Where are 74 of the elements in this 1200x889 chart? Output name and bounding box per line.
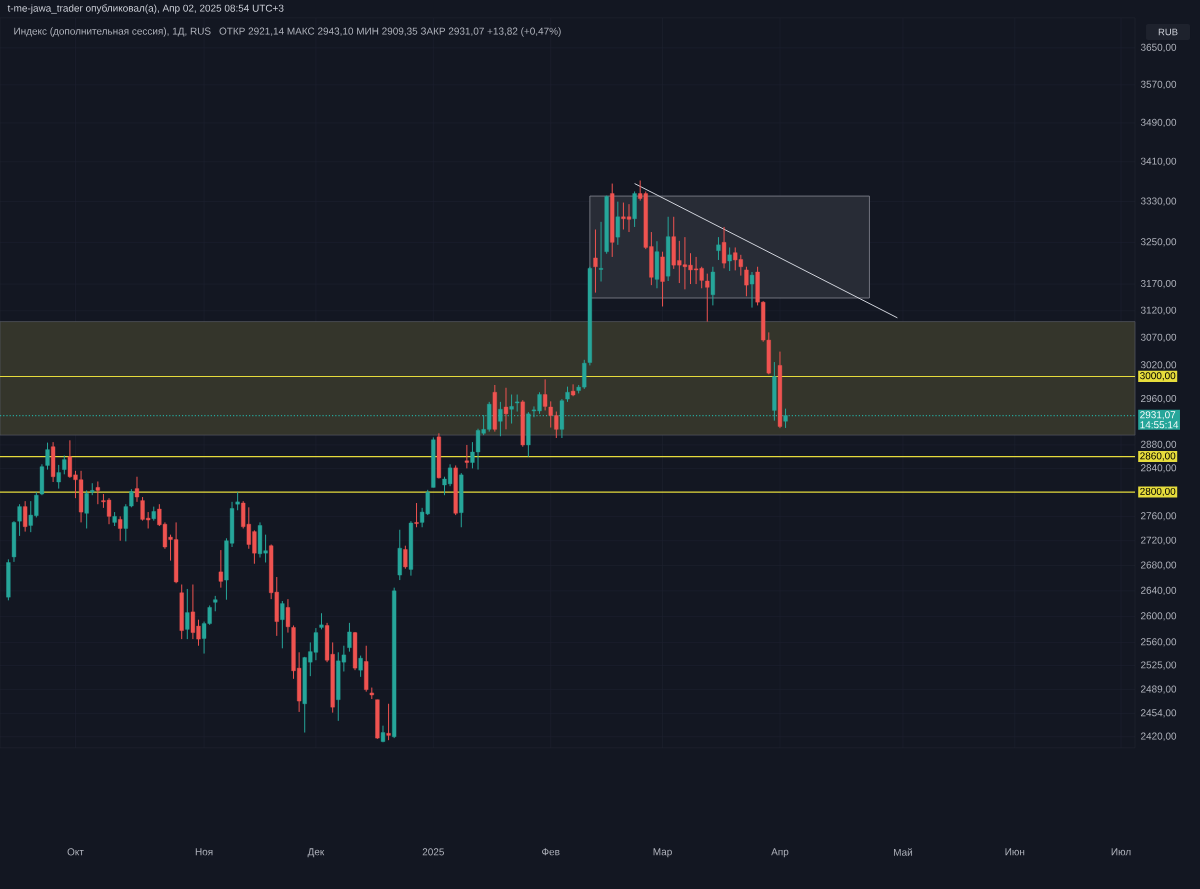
- y-tick-label: 3330,00: [1140, 197, 1177, 206]
- candlestick: [45, 442, 50, 471]
- text: Индекс (дополнительная сессия), 1Д, RUS: [14, 27, 211, 37]
- y-tick-label: 2420,00: [1141, 732, 1177, 741]
- y-tick-label: 3070,00: [1140, 333, 1177, 342]
- y-tick-label: 2600,00: [1141, 612, 1177, 621]
- ref-line-label: 3000,00: [1140, 372, 1176, 381]
- candlestick: [749, 271, 755, 309]
- candlestick: [235, 491, 240, 511]
- y-tick-label: 2640,00: [1141, 586, 1177, 595]
- candlestick: [744, 266, 749, 297]
- candlestick: [358, 655, 363, 678]
- candlestick: [218, 549, 223, 589]
- candlestick: [62, 454, 67, 475]
- x-tick-label: Фев: [542, 848, 560, 856]
- x-tick-label: Ноя: [195, 848, 213, 856]
- y-tick-label: 2760,00: [1141, 512, 1177, 521]
- candlestick: [509, 394, 514, 425]
- x-tick-label: Дек: [307, 848, 325, 858]
- y-tick-label: 2880,00: [1141, 440, 1177, 450]
- candlestick: [118, 515, 123, 542]
- candlestick: [84, 489, 89, 529]
- candlestick: [285, 598, 291, 634]
- text: ОТКР 2921,14 МАКС 2943,10 МИН 2909,35 ЗАКР 2931,07 +13,82 (+0,47%): [219, 27, 561, 37]
- y-tick-label: 2840,00: [1141, 464, 1177, 473]
- candlestick: [570, 383, 576, 397]
- x-tick-label: Окт: [67, 848, 84, 856]
- y-tick-label: 3020,00: [1140, 361, 1177, 370]
- ref-line-label: 2860,00: [1140, 452, 1176, 461]
- candlestick: [716, 236, 721, 261]
- y-tick-label: 3170,00: [1140, 279, 1177, 289]
- candlestick: [23, 500, 28, 533]
- x-tick-label: Мар: [653, 848, 672, 858]
- y-tick-label: 3650,00: [1140, 43, 1177, 52]
- candlestick: [185, 588, 190, 640]
- y-tick-label: 3250,00: [1140, 238, 1177, 247]
- y-tick-label: 2720,00: [1141, 536, 1177, 545]
- candlestick: [464, 444, 469, 469]
- y-tick-label: 2560,00: [1141, 638, 1177, 647]
- x-tick-label: 2025: [422, 848, 444, 856]
- candlestick: [615, 201, 620, 246]
- candlestick: [727, 246, 732, 272]
- candlestick: [721, 226, 727, 269]
- x-tick-label: Июл: [1111, 848, 1131, 856]
- text: t-me-jawa_trader опубликовал(а), Апр 02, 2025 08:54 UTC+3: [7, 4, 284, 14]
- candlestick: [347, 622, 352, 653]
- candlestick: [95, 480, 100, 505]
- x-tick-label: Май: [894, 848, 913, 856]
- candlestick: [280, 600, 285, 649]
- y-tick-label: 2489,00: [1141, 685, 1177, 694]
- y-tick-label: 3120,00: [1140, 306, 1177, 315]
- y-tick-label: 2680,00: [1141, 561, 1177, 570]
- x-tick-label: Июн: [1005, 848, 1025, 856]
- candlestick: [503, 387, 509, 430]
- y-tick-label: 2960,00: [1141, 394, 1177, 404]
- candlestick: [593, 228, 598, 294]
- y-tick-label: 2454,00: [1141, 709, 1177, 718]
- x-tick-label: Апр: [771, 848, 789, 858]
- y-tick-label: 3490,00: [1140, 118, 1177, 128]
- text: RUB: [1158, 28, 1178, 36]
- candlestick: [403, 545, 408, 570]
- candlestick: [414, 502, 419, 528]
- y-tick-label: 3570,00: [1140, 80, 1177, 89]
- ref-line-label: 2931,07: [1140, 411, 1176, 420]
- candlestick: [710, 266, 715, 306]
- candlestick: [598, 221, 604, 282]
- candlestick: [134, 476, 140, 503]
- candlestick: [17, 503, 22, 537]
- y-tick-label: 3410,00: [1140, 157, 1177, 166]
- ref-line-label: 2800,00: [1140, 487, 1176, 497]
- candlestick: [386, 703, 391, 741]
- y-tick-label: 2525,00: [1141, 661, 1177, 670]
- text: 14:55:14: [1140, 421, 1179, 429]
- candlestick: [56, 464, 61, 490]
